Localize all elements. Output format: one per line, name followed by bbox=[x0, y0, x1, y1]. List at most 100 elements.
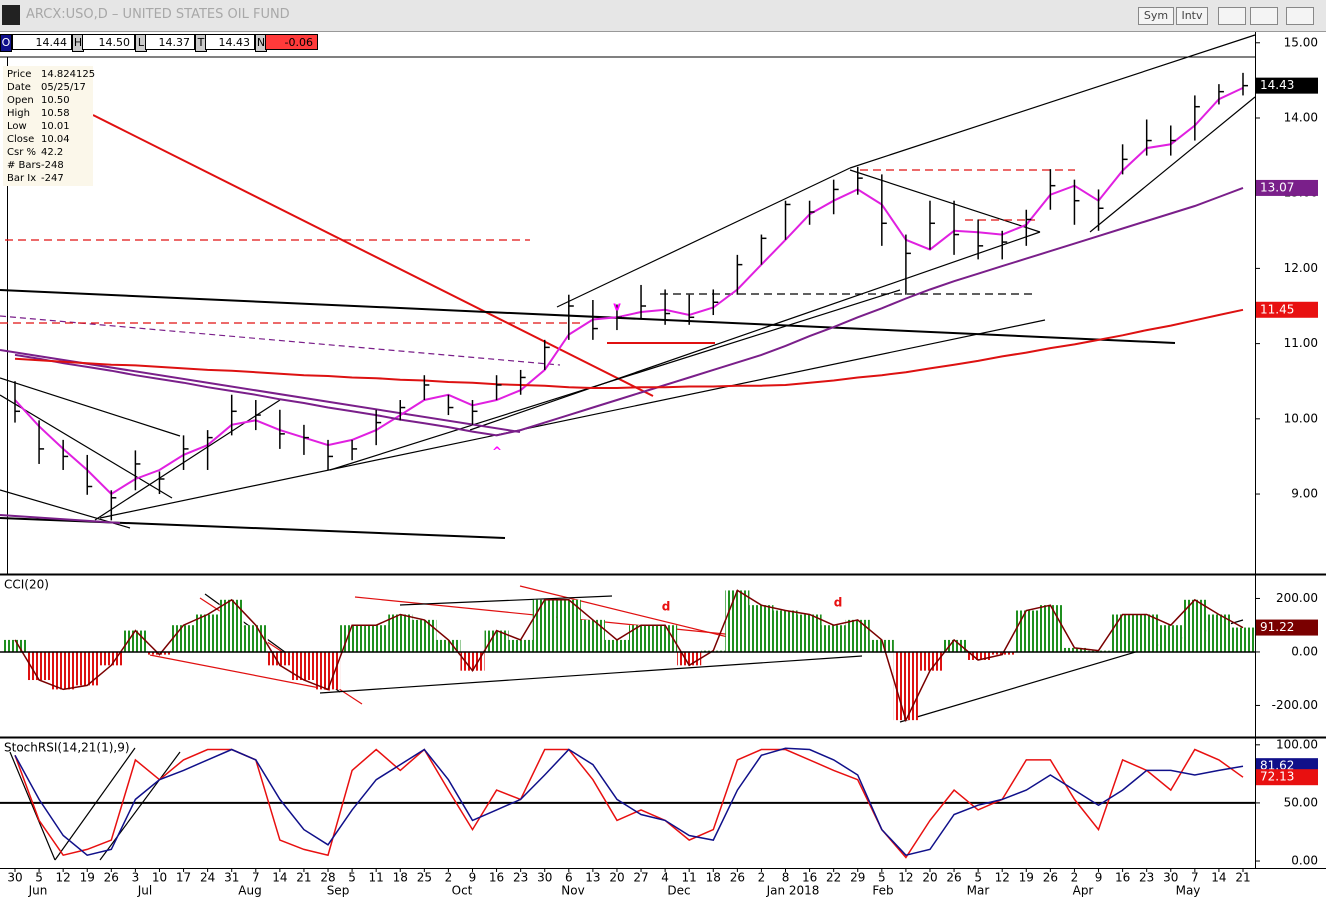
x-tick-label: 21 bbox=[1235, 871, 1250, 885]
quote-label: O bbox=[0, 34, 12, 52]
x-tick-label: 5 bbox=[35, 871, 43, 885]
x-tick-label: 30 bbox=[537, 871, 552, 885]
y-tick-label: 9.00 bbox=[1291, 487, 1318, 501]
x-tick-label: 26 bbox=[1043, 871, 1058, 885]
annotation: ^ bbox=[492, 445, 502, 459]
title-bar: ARCX:USO,D – UNITED STATES OIL FUND Sym … bbox=[0, 0, 1326, 32]
cci-bar bbox=[2, 639, 28, 652]
data-window-label: Price bbox=[7, 69, 32, 80]
month-label: Jul bbox=[137, 884, 152, 898]
x-tick-label: 7 bbox=[252, 871, 260, 885]
data-window-value: 10.50 bbox=[41, 95, 70, 106]
cci-bar bbox=[677, 651, 702, 666]
x-tick-label: 31 bbox=[224, 871, 239, 885]
x-tick-label: 5 bbox=[974, 871, 982, 885]
data-window-label: Close bbox=[7, 134, 35, 145]
x-tick-label: 12 bbox=[898, 871, 913, 885]
panel-title: StochRSI(14,21(1),9) bbox=[4, 741, 130, 755]
cci-line bbox=[14, 589, 1244, 723]
trendlines bbox=[0, 34, 1256, 861]
x-tick-label: 9 bbox=[469, 871, 477, 885]
data-window-value: 05/25/17 bbox=[41, 82, 86, 93]
x-tick-label: 18 bbox=[706, 871, 721, 885]
y-tick-label: 11.00 bbox=[1284, 336, 1318, 350]
price-tag bbox=[1256, 301, 1318, 318]
price-tag bbox=[1256, 77, 1318, 94]
cci-bar bbox=[147, 651, 172, 655]
price-tag bbox=[1256, 619, 1318, 636]
cci-bar bbox=[556, 599, 581, 652]
cci-bar bbox=[171, 625, 196, 652]
data-window: Price 14.824125 Date 05/25/17 Open 10.50 High 1… bbox=[3, 66, 95, 186]
cci-bar bbox=[484, 630, 509, 652]
minimize-button[interactable] bbox=[1218, 7, 1246, 25]
cci-bar bbox=[1206, 614, 1231, 652]
cci-bar bbox=[508, 639, 533, 652]
annotation: d bbox=[834, 596, 843, 610]
window-title: ARCX:USO,D – UNITED STATES OIL FUND bbox=[26, 7, 290, 22]
cci-bar bbox=[195, 614, 220, 652]
panel-title: CCI(20) bbox=[4, 578, 49, 592]
quote-value: 14.50 bbox=[82, 34, 135, 50]
x-tick-label: 12 bbox=[995, 871, 1010, 885]
x-tick-label: 11 bbox=[682, 871, 697, 885]
x-tick-label: 29 bbox=[850, 871, 865, 885]
x-tick-label: 2 bbox=[445, 871, 453, 885]
cci-bar bbox=[75, 651, 100, 686]
data-window-label: Csr % bbox=[7, 147, 36, 158]
x-tick-label: 6 bbox=[565, 871, 573, 885]
x-tick-label: 14 bbox=[272, 871, 287, 885]
y-tick-label: -200.00 bbox=[1272, 698, 1318, 712]
data-window-value: -247 bbox=[41, 173, 64, 184]
month-label: Feb bbox=[872, 884, 893, 898]
month-label: Jun bbox=[28, 884, 48, 898]
price-tag-label: 72.13 bbox=[1260, 770, 1294, 784]
data-window-label: Low bbox=[7, 121, 27, 132]
price-tag bbox=[1256, 769, 1318, 786]
x-tick-label: 25 bbox=[417, 871, 432, 885]
cci-bar bbox=[1062, 647, 1087, 652]
y-tick-label: 10.00 bbox=[1284, 411, 1318, 425]
cci-bar bbox=[893, 651, 918, 721]
x-tick-label: 3 bbox=[132, 871, 140, 885]
cci-bar bbox=[291, 651, 316, 681]
x-tick-label: 2 bbox=[758, 871, 766, 885]
cci-bar bbox=[532, 599, 557, 652]
x-tick-label: 20 bbox=[609, 871, 624, 885]
data-window-label: Open bbox=[7, 95, 34, 106]
x-tick-label: 9 bbox=[1095, 871, 1103, 885]
intv-button[interactable]: Intv bbox=[1176, 7, 1208, 25]
y-tick-label: 0.00 bbox=[1291, 854, 1318, 868]
price-tag-label: 14.43 bbox=[1260, 78, 1294, 92]
data-window-value: 42.2 bbox=[41, 147, 64, 158]
close-button[interactable] bbox=[1286, 7, 1314, 25]
frame bbox=[0, 32, 1326, 869]
maximize-button[interactable] bbox=[1250, 7, 1278, 25]
stoch-line bbox=[14, 747, 1244, 857]
cci-bar bbox=[917, 651, 943, 671]
data-window-value: 10.04 bbox=[41, 134, 70, 145]
x-tick-label: 22 bbox=[826, 871, 841, 885]
x-tick-label: 14 bbox=[1211, 871, 1226, 885]
x-tick-label: 20 bbox=[922, 871, 937, 885]
cci-bar bbox=[267, 651, 292, 666]
x-tick-label: 18 bbox=[393, 871, 408, 885]
x-tick-label: 16 bbox=[489, 871, 504, 885]
sym-button[interactable]: Sym bbox=[1138, 7, 1174, 25]
cci-bar bbox=[436, 639, 461, 652]
x-tick-label: 7 bbox=[1191, 871, 1199, 885]
quote-value: -0.06 bbox=[265, 34, 318, 50]
data-window-label: # Bars bbox=[7, 160, 41, 171]
data-window-label: High bbox=[7, 108, 30, 119]
x-tick-label: 5 bbox=[348, 871, 356, 885]
quote-value: 14.43 bbox=[205, 34, 255, 50]
y-tick-label: 12.00 bbox=[1284, 261, 1318, 275]
cci-bar bbox=[629, 625, 654, 652]
x-tick-label: 30 bbox=[1163, 871, 1178, 885]
quote-value: 14.37 bbox=[145, 34, 195, 50]
x-tick-label: 24 bbox=[200, 871, 215, 885]
cci-bar bbox=[1110, 614, 1135, 652]
stoch-line bbox=[14, 748, 1244, 859]
y-tick-label: 0.00 bbox=[1291, 644, 1318, 658]
data-window-value: 10.01 bbox=[41, 121, 70, 132]
